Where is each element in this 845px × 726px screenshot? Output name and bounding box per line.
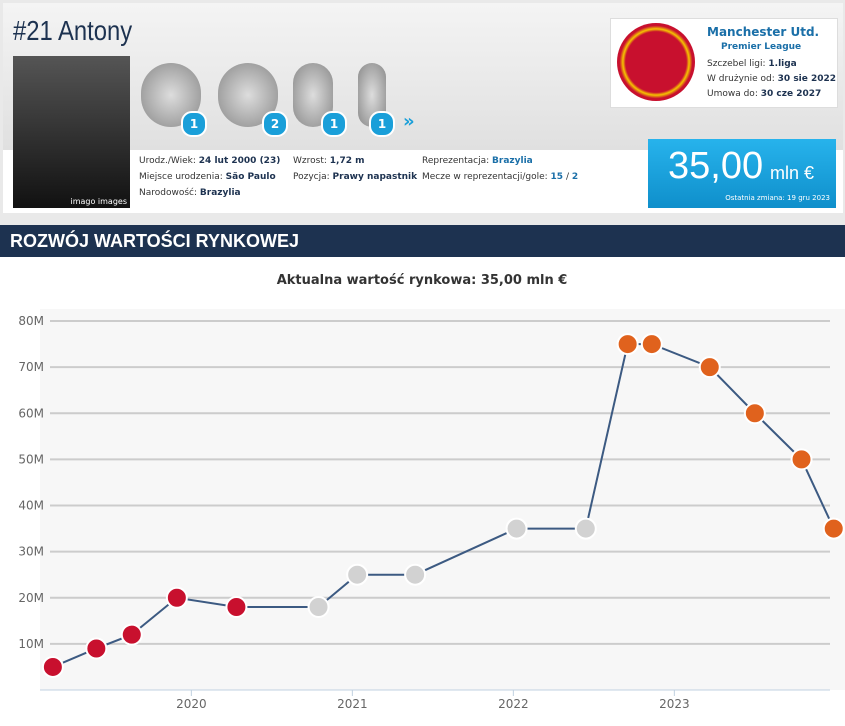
data-point[interactable]: [505, 517, 528, 540]
data-point[interactable]: [404, 563, 427, 586]
trophy-count[interactable]: 1: [321, 111, 347, 137]
data-point[interactable]: [574, 517, 597, 540]
section-header: ROZWÓJ WARTOŚCI RYNKOWEJ: [0, 225, 845, 257]
bio-label: Pozycja:: [293, 172, 330, 182]
bio-value: Brazylia: [199, 188, 241, 198]
y-tick-label: 30M: [18, 545, 44, 559]
data-point[interactable]: [346, 563, 369, 586]
x-tick-label: 2021: [337, 697, 368, 711]
data-point[interactable]: [41, 655, 64, 678]
bio-value: Prawy napastnik: [332, 172, 418, 182]
bio-value[interactable]: 2: [571, 172, 579, 182]
bio-label: Mecze w reprezentacji/gole:: [422, 172, 548, 182]
photo-credit: imago images: [70, 197, 127, 206]
bio-row: Miejsce urodzenia: São Paulo: [139, 172, 276, 182]
label: Umowa do:: [707, 89, 758, 99]
player-photo: imago images: [13, 56, 130, 208]
y-tick-label: 80M: [18, 314, 44, 328]
bio-label: Wzrost:: [293, 156, 327, 166]
bio-label: Urodz./Wiek:: [139, 156, 196, 166]
bio-value: São Paulo: [225, 172, 276, 182]
data-point[interactable]: [616, 333, 639, 356]
trophy-count[interactable]: 1: [369, 111, 395, 137]
club-row: Umowa do: 30 cze 2027: [707, 89, 821, 99]
value: 30 cze 2027: [760, 89, 822, 99]
y-tick-label: 20M: [18, 591, 44, 605]
value: 30 sie 2022: [777, 74, 837, 84]
label: Szczebel ligi:: [707, 59, 766, 69]
data-line: [52, 343, 835, 668]
data-point[interactable]: [120, 623, 143, 646]
x-tick-label: 2020: [176, 697, 207, 711]
chart-title: Aktualna wartość rynkowa: 35,00 mln €: [277, 273, 568, 288]
data-point[interactable]: [822, 517, 845, 540]
data-point[interactable]: [743, 402, 766, 425]
x-tick-label: 2022: [498, 697, 529, 711]
y-tick-label: 70M: [18, 360, 44, 374]
data-point[interactable]: [790, 448, 813, 471]
data-point[interactable]: [698, 356, 721, 379]
bio-label: Reprezentacja:: [422, 156, 490, 166]
data-point[interactable]: [307, 595, 330, 618]
bio-row: Mecze w reprezentacji/gole: 15 / 2: [422, 172, 578, 182]
bio-value: 24 lut 2000 (23): [198, 156, 281, 166]
y-tick-label: 10M: [18, 637, 44, 651]
bio-value[interactable]: Brazylia: [492, 156, 533, 166]
bio-value[interactable]: 15: [550, 172, 564, 182]
market-value-box[interactable]: 35,00 mln € Ostatnia zmiana: 19 gru 2023: [648, 139, 836, 208]
bio-row: Urodz./Wiek: 24 lut 2000 (23): [139, 156, 280, 166]
value: 1.liga: [768, 59, 797, 69]
separator: /: [565, 172, 569, 182]
y-tick-label: 60M: [18, 406, 44, 420]
club-row: W drużynie od: 30 sie 2022: [707, 74, 836, 84]
chart: Aktualna wartość rynkowa: 35,00 mln € 10…: [0, 257, 845, 726]
label: W drużynie od:: [707, 74, 775, 84]
y-tick-label: 40M: [18, 499, 44, 513]
club-box: Manchester Utd. Premier League Szczebel …: [610, 18, 838, 108]
player-name: #21 Antony: [13, 15, 133, 46]
club-logo[interactable]: [617, 23, 695, 101]
club-row: Szczebel ligi: 1.liga: [707, 59, 797, 69]
bio-label: Miejsce urodzenia:: [139, 172, 223, 182]
y-tick-label: 50M: [18, 452, 44, 466]
data-point[interactable]: [165, 586, 188, 609]
bio-row: Reprezentacja: Brazylia: [422, 156, 533, 166]
trophy-count[interactable]: 2: [262, 111, 288, 137]
more-arrow[interactable]: »: [403, 111, 415, 132]
bio-value: 1,72 m: [329, 156, 365, 166]
x-tick-label: 2023: [659, 697, 690, 711]
value-amount: 35,00: [668, 145, 764, 187]
data-point[interactable]: [85, 637, 108, 660]
data-point[interactable]: [640, 333, 663, 356]
league-name[interactable]: Premier League: [721, 42, 802, 52]
value-unit: mln €: [770, 163, 815, 183]
bio-label: Narodowość:: [139, 188, 198, 198]
club-name[interactable]: Manchester Utd.: [707, 25, 820, 39]
last-change: Ostatnia zmiana: 19 gru 2023: [725, 194, 830, 202]
data-point[interactable]: [225, 595, 248, 618]
bio-row: Narodowość: Brazylia: [139, 188, 241, 198]
trophy-count[interactable]: 1: [181, 111, 207, 137]
section-title: ROZWÓJ WARTOŚCI RYNKOWEJ: [10, 231, 300, 251]
bio-row: Wzrost: 1,72 m: [293, 156, 364, 166]
player-header: #21 Antony imago images 1 2 1 1 » Urodz.…: [3, 3, 843, 213]
bio-row: Pozycja: Prawy napastnik: [293, 172, 417, 182]
